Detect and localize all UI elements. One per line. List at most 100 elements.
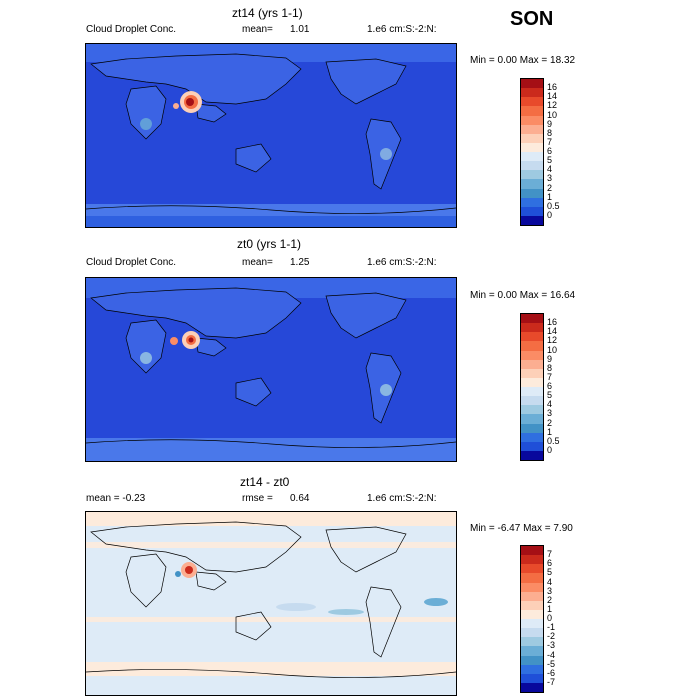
colorbar-tick-label: -7	[547, 676, 556, 687]
colorbar-tick-label: 16	[547, 317, 558, 328]
colorbar-tick-label: 14	[547, 326, 558, 337]
colorbar-swatch	[521, 124, 543, 134]
colorbar-swatch	[521, 609, 543, 619]
colorbar-swatch	[521, 97, 543, 107]
colorbar-tick-label: 1	[547, 603, 553, 614]
colorbar-tick-label: 6	[547, 381, 553, 391]
colorbar-swatch	[521, 573, 543, 583]
colorbar-tick-label: 0.5	[547, 435, 560, 446]
colorbar-tick-label: 0.5	[547, 200, 560, 211]
colorbar-swatch	[521, 387, 543, 397]
panel-3-minmax: Min = -6.47 Max = 7.90	[470, 523, 573, 534]
colorbar-swatch	[521, 323, 543, 333]
colorbar-tick-label: 1	[547, 191, 553, 202]
colorbar-swatch	[521, 655, 543, 665]
colorbar-swatch	[521, 142, 543, 152]
colorbar-swatch	[521, 682, 543, 692]
colorbar-tick-label: -5	[547, 658, 556, 669]
colorbar-swatch	[521, 637, 543, 647]
colorbar-tick-label: 12	[547, 100, 558, 111]
colorbar-tick-label: 6	[547, 558, 553, 569]
panel-3-title: zt14 - zt0	[240, 475, 290, 489]
colorbar-swatch	[521, 555, 543, 565]
panel-1-mean-value: 1.01	[290, 24, 310, 35]
colorbar-tick-label: 5	[547, 567, 553, 578]
panel-1-mean-label: mean=	[242, 24, 273, 35]
colorbar-swatch	[521, 179, 543, 189]
colorbar-swatch	[521, 161, 543, 171]
colorbar-swatch	[521, 188, 543, 198]
panel-2-colorbar	[520, 313, 544, 461]
colorbar-tick-label: 10	[547, 109, 558, 120]
colorbar-swatch	[521, 441, 543, 451]
colorbar-tick-label: 8	[547, 127, 553, 138]
colorbar-swatch	[521, 564, 543, 574]
colorbar-tick-label: -2	[547, 631, 556, 642]
colorbar-tick-label: 12	[547, 335, 558, 346]
panel-1-title: zt14 (yrs 1-1)	[232, 6, 303, 20]
colorbar-tick-label: 10	[547, 344, 558, 355]
panel-1-minmax: Min = 0.00 Max = 18.32	[470, 55, 576, 66]
panel-1-units: 1.e6 cm:S:-2:N:	[367, 24, 437, 35]
colorbar-tick-label: 3	[547, 585, 553, 596]
colorbar-swatch	[521, 600, 543, 610]
colorbar-tick-label: 4	[547, 399, 553, 410]
colorbar-swatch	[521, 152, 543, 162]
colorbar-swatch	[521, 450, 543, 460]
colorbar-swatch	[521, 414, 543, 424]
colorbar-swatch	[521, 423, 543, 433]
panel-2-variable-label: Cloud Droplet Conc.	[86, 257, 177, 268]
colorbar-swatch	[521, 88, 543, 98]
colorbar-tick-label: 14	[547, 91, 558, 102]
colorbar-tick-label: 2	[547, 417, 553, 428]
colorbar-tick-label: 7	[547, 136, 553, 147]
panel-2-minmax: Min = 0.00 Max = 16.64	[470, 290, 576, 301]
colorbar-tick-label: 7	[547, 549, 553, 560]
colorbar-swatch	[521, 591, 543, 601]
colorbar-tick-label: -4	[547, 649, 556, 660]
panel-2-mean-label: mean=	[242, 257, 273, 268]
colorbar-swatch	[521, 646, 543, 656]
colorbar-swatch	[521, 341, 543, 351]
panel-1-colorbar	[520, 78, 544, 226]
colorbar-swatch	[521, 359, 543, 369]
colorbar-swatch	[521, 133, 543, 143]
colorbar-swatch	[521, 673, 543, 683]
panel-2-units: 1.e6 cm:S:-2:N:	[367, 257, 437, 268]
colorbar-swatch	[521, 628, 543, 638]
colorbar-tick-label: 5	[547, 390, 553, 401]
colorbar-swatch	[521, 215, 543, 225]
panel-3-units: 1.e6 cm:S:-2:N:	[367, 493, 437, 504]
colorbar-swatch	[521, 332, 543, 342]
colorbar-tick-label: -1	[547, 622, 556, 633]
colorbar-swatch	[521, 582, 543, 592]
colorbar-swatch	[521, 197, 543, 207]
panel-2-mean-value: 1.25	[290, 257, 310, 268]
panel-3-mean-label: mean = -0.23	[86, 493, 146, 504]
colorbar-swatch	[521, 314, 543, 324]
colorbar-swatch	[521, 170, 543, 180]
colorbar-tick-label: 0	[547, 444, 553, 455]
colorbar-tick-label: 9	[547, 353, 553, 364]
colorbar-tick-label: 2	[547, 594, 553, 605]
panel-1-map	[85, 43, 457, 228]
panel-3-colorbar	[520, 545, 544, 693]
colorbar-tick-label: 3	[547, 173, 553, 184]
colorbar-swatch	[521, 432, 543, 442]
colorbar-swatch	[521, 664, 543, 674]
colorbar-tick-label: -6	[547, 667, 556, 678]
season-label: SON	[510, 8, 554, 30]
colorbar-swatch	[521, 206, 543, 216]
colorbar-swatch	[521, 115, 543, 125]
colorbar-swatch	[521, 377, 543, 387]
colorbar-tick-label: 5	[547, 155, 553, 166]
panel-1-variable-label: Cloud Droplet Conc.	[86, 24, 177, 35]
colorbar-swatch	[521, 405, 543, 415]
colorbar-tick-label: 8	[547, 362, 553, 373]
colorbar-tick-label: 0	[547, 613, 553, 623]
colorbar-tick-label: 3	[547, 408, 553, 419]
colorbar-tick-label: 4	[547, 576, 553, 587]
colorbar-tick-label: 2	[547, 182, 553, 193]
colorbar-tick-label: 0	[547, 209, 553, 220]
colorbar-swatch	[521, 350, 543, 360]
